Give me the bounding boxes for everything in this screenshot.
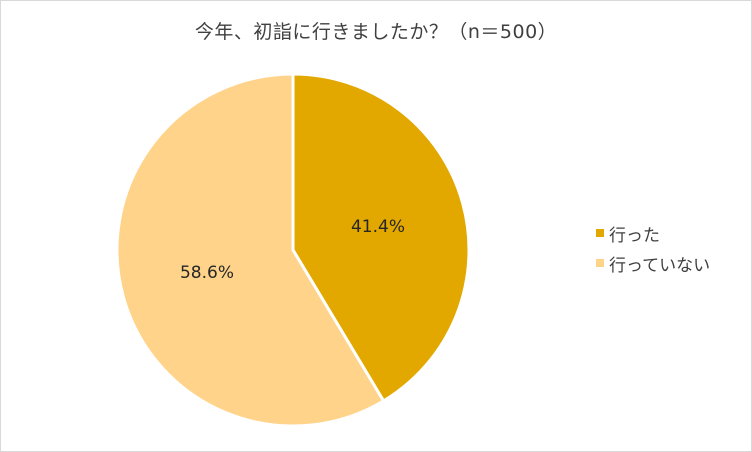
data-label-went: 41.4%: [350, 217, 406, 237]
pie-slice-went[interactable]: [291, 72, 471, 403]
chart-title: 今年、初詣に行きましたか？（n＝500）: [194, 21, 558, 43]
legend: 行った 行っていない: [596, 218, 710, 278]
legend-swatch-icon: [596, 229, 604, 237]
legend-item-did-not-go[interactable]: 行っていない: [596, 248, 710, 278]
pie-slice-did-not-go[interactable]: [115, 72, 386, 428]
legend-label: 行った: [609, 225, 660, 246]
legend-swatch-icon: [596, 259, 604, 267]
data-label-did-not-go: 58.6%: [179, 263, 235, 283]
legend-label: 行っていない: [609, 255, 711, 276]
legend-item-went[interactable]: 行った: [596, 218, 710, 248]
